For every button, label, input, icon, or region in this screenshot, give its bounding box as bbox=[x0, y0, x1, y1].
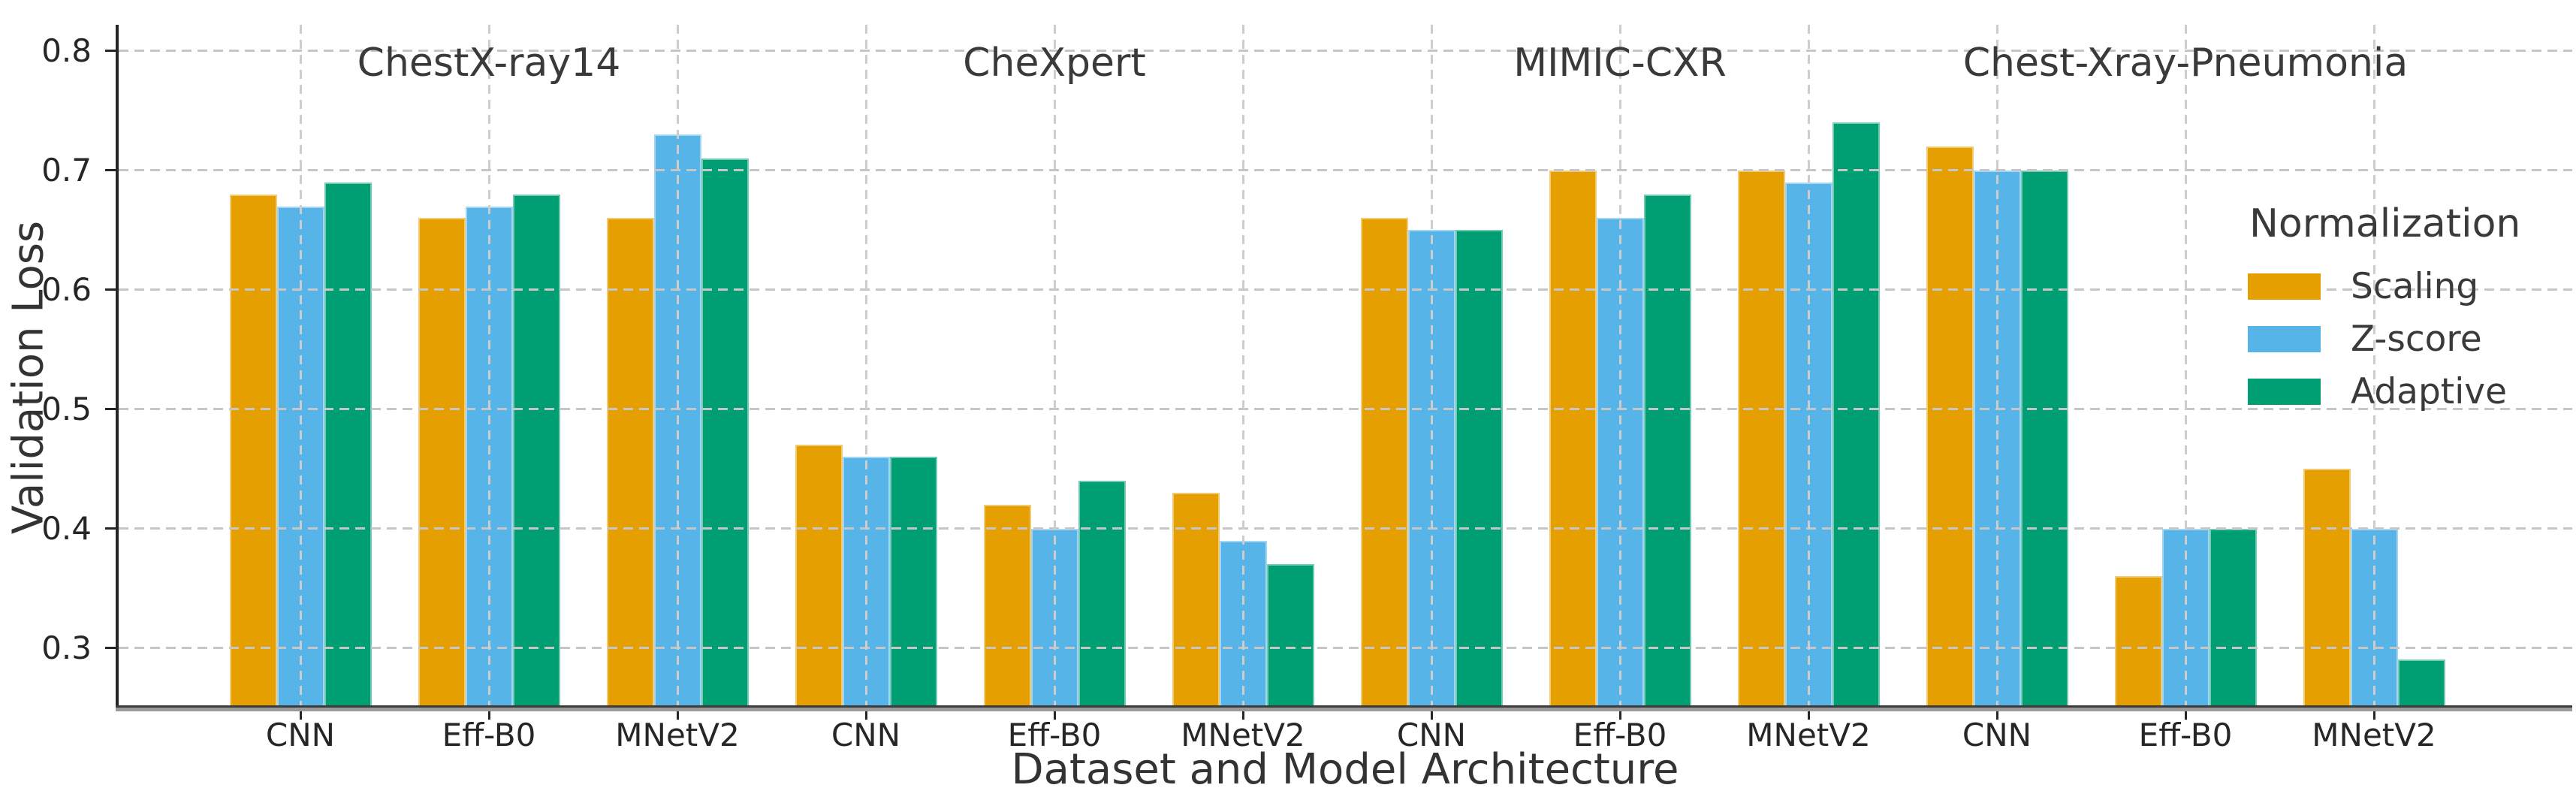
x-axis-label: Dataset and Model Architecture bbox=[1011, 745, 1679, 794]
legend: Normalization Scaling Z-score Adaptive bbox=[2248, 201, 2520, 418]
x-gridline bbox=[1053, 25, 1056, 708]
x-gridline bbox=[1995, 25, 1998, 708]
x-tick-mark bbox=[487, 711, 490, 720]
y-tick-mark bbox=[105, 408, 116, 411]
bar-Chest-Xray-Pneumonia-MNetV2-Scaling bbox=[2303, 469, 2351, 708]
group-title-MIMIC-CXR: MIMIC-CXR bbox=[1513, 41, 1727, 86]
x-tick-label: MNetV2 bbox=[615, 717, 740, 753]
y-gridline bbox=[119, 288, 2572, 291]
bar-CheXpert-MNetV2-Adaptive bbox=[1266, 564, 1314, 708]
y-tick-label: 0.4 bbox=[41, 509, 92, 547]
x-tick-label: CNN bbox=[1962, 717, 2032, 753]
bar-MIMIC-CXR-Eff-B0-Scaling bbox=[1549, 170, 1597, 708]
legend-label: Scaling bbox=[2351, 265, 2479, 307]
bar-Chest-Xray-Pneumonia-Eff-B0-Adaptive bbox=[2209, 528, 2257, 708]
adaptive-swatch-icon bbox=[2248, 378, 2321, 405]
x-gridline bbox=[864, 25, 867, 708]
y-tick-label: 0.3 bbox=[41, 629, 92, 666]
y-tick-mark bbox=[105, 169, 116, 172]
x-tick-mark bbox=[2184, 711, 2187, 720]
x-tick-label: Eff-B0 bbox=[1007, 717, 1102, 753]
y-tick-mark bbox=[105, 288, 116, 291]
bar-MIMIC-CXR-MNetV2-Adaptive bbox=[1832, 122, 1880, 708]
y-tick-mark bbox=[105, 527, 116, 530]
plot-area bbox=[119, 25, 2572, 708]
y-axis-label: Validation Loss bbox=[4, 220, 53, 535]
group-title-Chest-Xray-Pneumonia: Chest-Xray-Pneumonia bbox=[1962, 41, 2409, 86]
x-tick-mark bbox=[676, 711, 679, 720]
x-gridline bbox=[1618, 25, 1621, 708]
legend-entry-scaling: Scaling bbox=[2248, 260, 2520, 312]
bar-ChestX-ray14-CNN-Adaptive bbox=[324, 182, 372, 708]
x-tick-label: Eff-B0 bbox=[1573, 717, 1667, 753]
bar-Chest-Xray-Pneumonia-CNN-Scaling bbox=[1926, 146, 1974, 708]
x-gridline bbox=[1807, 25, 1810, 708]
bar-MIMIC-CXR-CNN-Scaling bbox=[1360, 218, 1408, 708]
legend-entry-zscore: Z-score bbox=[2248, 312, 2520, 365]
bar-ChestX-ray14-CNN-Scaling bbox=[229, 194, 277, 708]
bar-Chest-Xray-Pneumonia-Eff-B0-Scaling bbox=[2114, 576, 2162, 708]
bar-MIMIC-CXR-MNetV2-Scaling bbox=[1737, 170, 1785, 708]
y-tick-label: 0.7 bbox=[41, 151, 92, 189]
x-tick-label: MNetV2 bbox=[1181, 717, 1305, 753]
bar-Chest-Xray-Pneumonia-CNN-Adaptive bbox=[2020, 170, 2068, 708]
y-tick-label: 0.5 bbox=[41, 390, 92, 427]
y-gridline bbox=[119, 50, 2572, 53]
x-gridline bbox=[487, 25, 490, 708]
legend-label: Adaptive bbox=[2351, 370, 2508, 412]
bar-CheXpert-Eff-B0-Scaling bbox=[983, 504, 1031, 708]
bar-CheXpert-CNN-Adaptive bbox=[889, 457, 937, 708]
x-tick-mark bbox=[299, 711, 302, 720]
y-tick-mark bbox=[105, 647, 116, 650]
x-gridline bbox=[2372, 25, 2375, 708]
y-gridline bbox=[119, 527, 2572, 530]
x-tick-label: MNetV2 bbox=[2312, 717, 2436, 753]
y-tick-label: 0.6 bbox=[41, 270, 92, 308]
x-gridline bbox=[1430, 25, 1433, 708]
group-title-ChestX-ray14: ChestX-ray14 bbox=[357, 41, 621, 86]
scaling-swatch-icon bbox=[2248, 273, 2321, 300]
x-tick-mark bbox=[1618, 711, 1621, 720]
y-gridline bbox=[119, 169, 2572, 172]
bar-Chest-Xray-Pneumonia-MNetV2-Adaptive bbox=[2397, 660, 2445, 708]
x-tick-mark bbox=[1807, 711, 1810, 720]
legend-entry-adaptive: Adaptive bbox=[2248, 365, 2520, 418]
x-tick-mark bbox=[1430, 711, 1433, 720]
bar-MIMIC-CXR-Eff-B0-Adaptive bbox=[1643, 194, 1691, 708]
bar-MIMIC-CXR-CNN-Adaptive bbox=[1455, 230, 1503, 708]
zscore-swatch-icon bbox=[2248, 325, 2321, 352]
bar-CheXpert-CNN-Scaling bbox=[795, 445, 843, 708]
legend-title: Normalization bbox=[2249, 201, 2521, 246]
y-tick-mark bbox=[105, 50, 116, 53]
x-tick-mark bbox=[1995, 711, 1998, 720]
x-gridline bbox=[676, 25, 679, 708]
legend-label: Z-score bbox=[2351, 318, 2482, 360]
group-title-CheXpert: CheXpert bbox=[963, 41, 1146, 86]
x-tick-mark bbox=[1241, 711, 1244, 720]
x-tick-mark bbox=[2372, 711, 2375, 720]
x-tick-label: CNN bbox=[831, 717, 901, 753]
bar-ChestX-ray14-MNetV2-Adaptive bbox=[701, 158, 749, 708]
bar-CheXpert-MNetV2-Scaling bbox=[1172, 492, 1220, 708]
x-gridline bbox=[1241, 25, 1244, 708]
y-gridline bbox=[119, 408, 2572, 411]
x-tick-label: MNetV2 bbox=[1746, 717, 1871, 753]
x-tick-mark bbox=[1053, 711, 1056, 720]
x-tick-label: CNN bbox=[265, 717, 336, 753]
x-gridline bbox=[299, 25, 302, 708]
x-gridline bbox=[2184, 25, 2187, 708]
y-axis-spine bbox=[116, 25, 119, 711]
x-tick-label: Eff-B0 bbox=[2138, 717, 2233, 753]
x-tick-label: Eff-B0 bbox=[442, 717, 536, 753]
bar-CheXpert-Eff-B0-Adaptive bbox=[1078, 481, 1126, 708]
y-tick-label: 0.8 bbox=[41, 32, 92, 69]
x-tick-label: CNN bbox=[1396, 717, 1467, 753]
x-axis-spine bbox=[116, 705, 2572, 711]
bar-ChestX-ray14-Eff-B0-Adaptive bbox=[512, 194, 560, 708]
y-gridline bbox=[119, 647, 2572, 650]
bar-ChestX-ray14-Eff-B0-Scaling bbox=[418, 218, 466, 708]
x-tick-mark bbox=[864, 711, 867, 720]
bar-ChestX-ray14-MNetV2-Scaling bbox=[606, 218, 654, 708]
